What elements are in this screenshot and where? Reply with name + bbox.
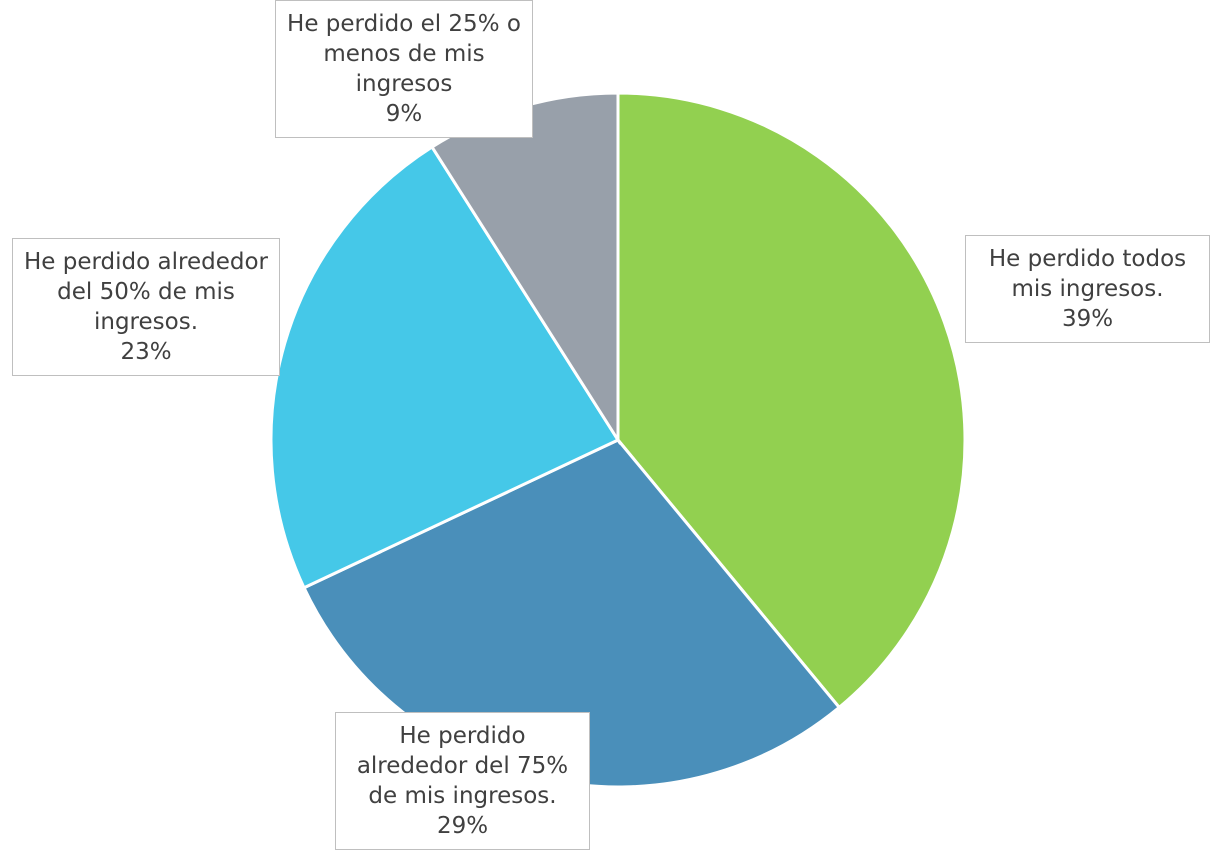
value-label: 9% [385,101,423,127]
category-label: He perdido alrededor del 75% de mis ingr… [356,723,569,809]
data-label: He perdido el 25% o menos de mis ingreso… [275,0,533,138]
category-label: He perdido todos mis ingresos. [988,246,1187,302]
category-label: He perdido alrededor del 50% de mis ingr… [24,249,268,335]
pie-slice [269,144,621,590]
category-label: He perdido el 25% o menos de mis ingreso… [287,11,521,97]
value-label: 29% [436,813,489,839]
data-label: He perdido alrededor del 50% de mis ingr… [12,238,280,376]
data-label: He perdido todos mis ingresos. 39% [965,235,1210,343]
data-label: He perdido alrededor del 75% de mis ingr… [335,712,590,850]
value-label: 23% [120,339,172,365]
value-label: 39% [1061,306,1114,332]
pie-slice [616,91,967,710]
